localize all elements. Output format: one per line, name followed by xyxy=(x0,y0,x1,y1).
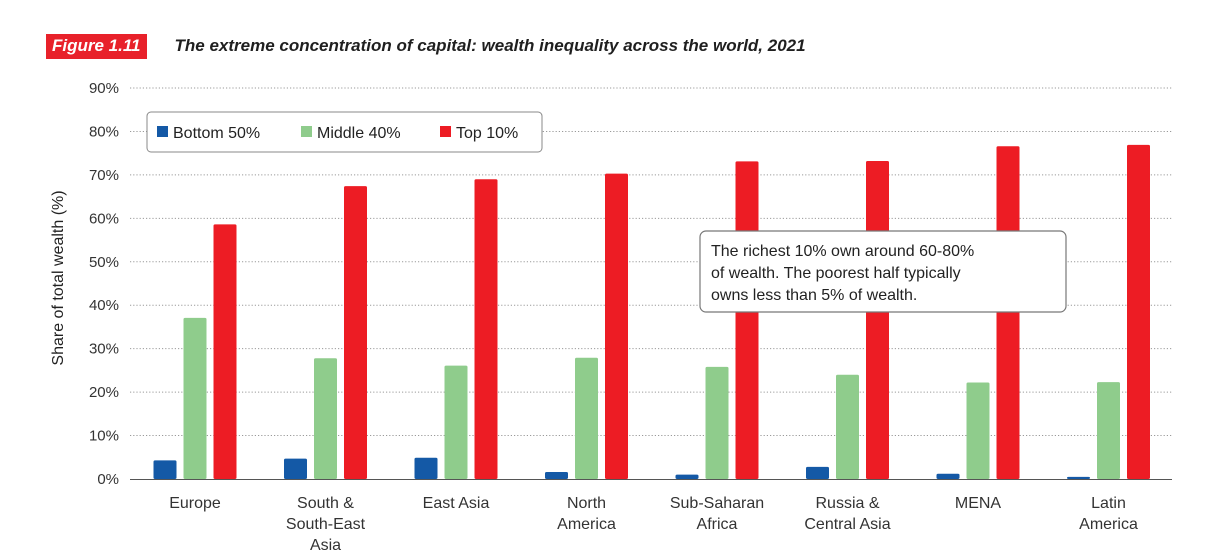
bar-middle-40 xyxy=(314,358,337,479)
bar-bottom-50 xyxy=(675,474,699,479)
figure-number-badge: Figure 1.11 xyxy=(46,33,147,59)
y-tick-label: 10% xyxy=(89,428,119,445)
legend-swatch-bottom-50 xyxy=(157,126,168,137)
y-tick-label: 90% xyxy=(89,80,119,97)
annotation-box xyxy=(699,230,1067,313)
bar-top-10 xyxy=(866,160,889,479)
bar-middle-40 xyxy=(836,374,859,479)
figure-header: Figure 1.11 The extreme concentration of… xyxy=(46,33,806,59)
bar-bottom-50 xyxy=(545,472,568,479)
y-axis-ticks: 0% 10% 20% 30% 40% 50% 60% 70% 80% 90% xyxy=(89,80,119,488)
bar-top-10 xyxy=(996,146,1020,479)
bar-bottom-50 xyxy=(806,466,829,479)
legend-label-bottom-50: Bottom 50% xyxy=(173,125,260,142)
bar-top-10 xyxy=(344,186,367,479)
bar-bottom-50 xyxy=(284,458,307,479)
bar-bottom-50 xyxy=(936,473,960,479)
bar-top-10 xyxy=(213,224,237,479)
y-axis-label: Share of total wealth (%) xyxy=(50,190,67,365)
y-tick-label: 80% xyxy=(89,123,119,140)
y-tick-label: 20% xyxy=(89,384,119,401)
bar-middle-40 xyxy=(705,366,729,479)
y-tick-label: 70% xyxy=(89,167,119,184)
bar-middle-40 xyxy=(966,382,990,479)
legend-label-top-10: Top 10% xyxy=(456,125,518,142)
bar-bottom-50 xyxy=(153,460,177,479)
bar-top-10 xyxy=(1127,144,1150,479)
y-tick-label: 0% xyxy=(97,471,119,488)
y-tick-label: 50% xyxy=(89,254,119,271)
y-tick-label: 40% xyxy=(89,297,119,314)
bar-middle-40 xyxy=(183,317,207,479)
category-label: East Asia xyxy=(423,495,490,512)
bars xyxy=(153,144,1150,479)
bar-middle-40 xyxy=(1097,382,1120,479)
category-label: MENA xyxy=(955,495,1002,512)
category-label: Latin America xyxy=(1079,495,1138,533)
bar-top-10 xyxy=(735,161,759,479)
legend-box xyxy=(146,111,543,153)
legend-swatch-top-10 xyxy=(440,126,451,137)
bar-bottom-50 xyxy=(414,457,438,479)
y-tick-label: 60% xyxy=(89,210,119,227)
figure-title: The extreme concentration of capital: we… xyxy=(174,36,806,55)
category-label: North America xyxy=(557,495,616,533)
bar-bottom-50 xyxy=(1067,476,1090,479)
category-label: Europe xyxy=(169,495,221,512)
bar-middle-40 xyxy=(575,357,598,479)
category-label: Sub-Saharan Africa xyxy=(670,495,764,533)
bar-top-10 xyxy=(605,173,628,479)
legend-swatch-middle-40 xyxy=(301,126,312,137)
bar-top-10 xyxy=(474,179,498,479)
category-label: South & South-East Asia xyxy=(286,495,366,552)
category-labels: Europe South & South-East Asia East Asia Nort… xyxy=(169,495,1138,552)
annotation-text: The richest 10% own around 60-80% of weal… xyxy=(711,243,974,304)
legend: Bottom 50% Middle 40% Top 10% xyxy=(146,111,543,153)
annotation-callout: The richest 10% own around 60-80% of weal… xyxy=(699,230,1067,313)
y-tick-label: 30% xyxy=(89,341,119,358)
category-label: Russia & Central Asia xyxy=(804,495,890,533)
legend-label-middle-40: Middle 40% xyxy=(317,125,401,142)
bar-middle-40 xyxy=(444,365,468,479)
